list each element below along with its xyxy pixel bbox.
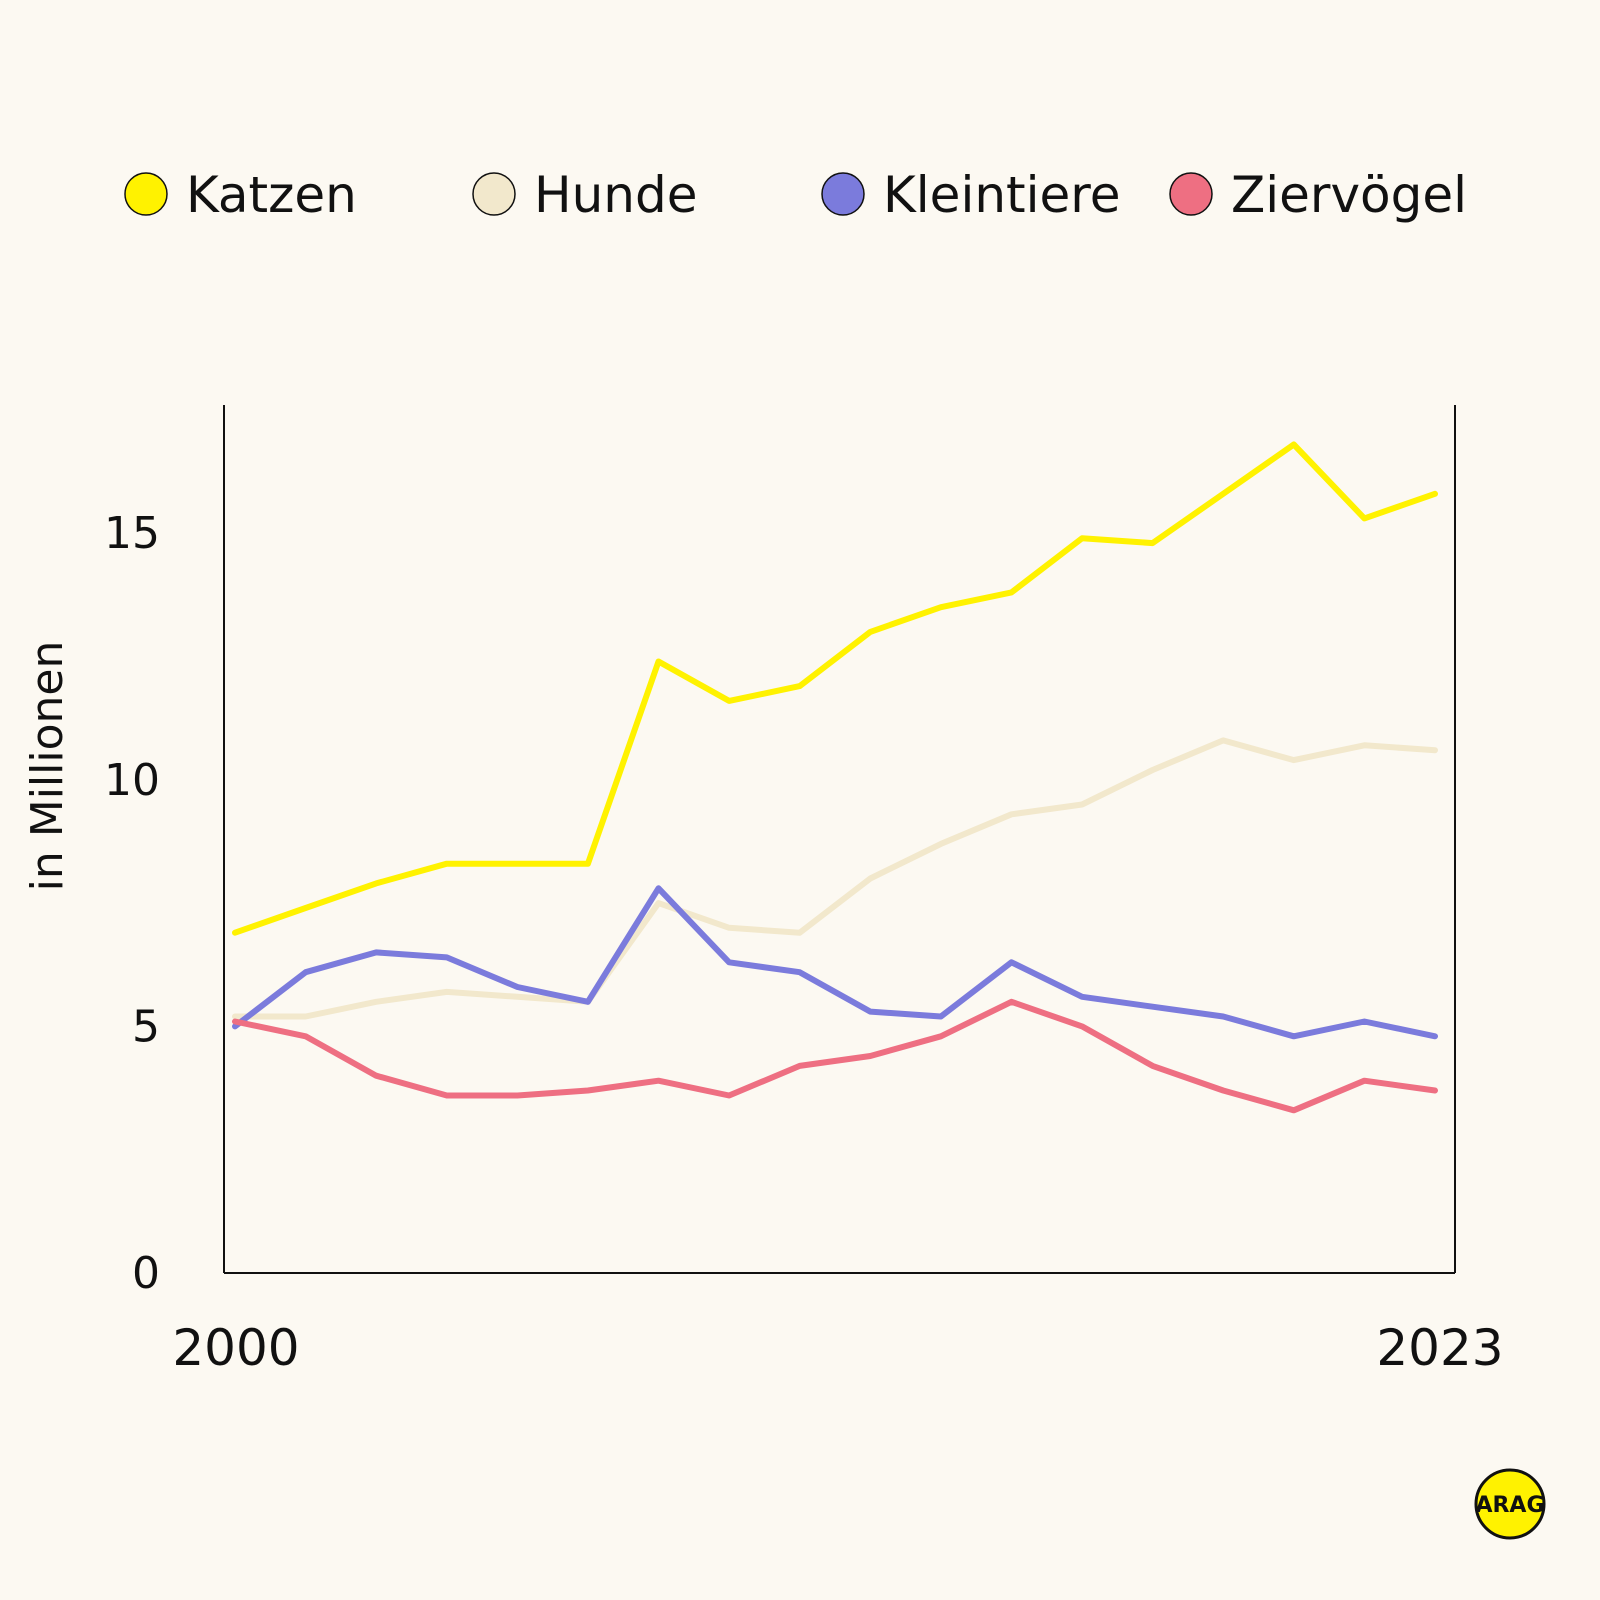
y-tick-labels: 0 5 10 15 (104, 508, 160, 1299)
y-axis-label: in Millionen (22, 641, 73, 892)
legend-label: Katzen (186, 166, 357, 224)
x-tick-labels: 2000 2023 (172, 1319, 1503, 1377)
legend-marker (472, 172, 516, 216)
series-line-ziervgel (232, 998, 1438, 1114)
arag-logo: ARAG (1474, 1468, 1546, 1540)
x-tick-label: 2023 (1376, 1319, 1503, 1377)
legend: Katzen Hunde Kleintiere Ziervögel (124, 166, 1467, 224)
chart-axes (223, 405, 1456, 1274)
y-tick-label: 10 (104, 755, 160, 806)
legend-item: Katzen (124, 166, 357, 224)
series-line-katzen (232, 441, 1438, 936)
legend-label: Ziervögel (1231, 166, 1467, 224)
legend-marker (1169, 172, 1213, 216)
legend-label: Kleintiere (883, 166, 1121, 224)
legend-item: Hunde (472, 166, 697, 224)
series-line-hunde (232, 737, 1438, 1020)
y-tick-label: 0 (132, 1248, 160, 1299)
x-tick-label: 2000 (172, 1319, 299, 1377)
legend-item: Kleintiere (821, 166, 1121, 224)
series-lines (232, 441, 1438, 1114)
series-line-kleintiere (232, 885, 1438, 1040)
legend-marker (821, 172, 865, 216)
y-tick-label: 5 (132, 1001, 160, 1052)
legend-marker (124, 172, 168, 216)
y-tick-label: 15 (104, 508, 160, 559)
legend-item: Ziervögel (1169, 166, 1467, 224)
logo-badge (1474, 1468, 1546, 1540)
logo-text: ARAG (1475, 1493, 1544, 1518)
legend-label: Hunde (534, 166, 697, 224)
